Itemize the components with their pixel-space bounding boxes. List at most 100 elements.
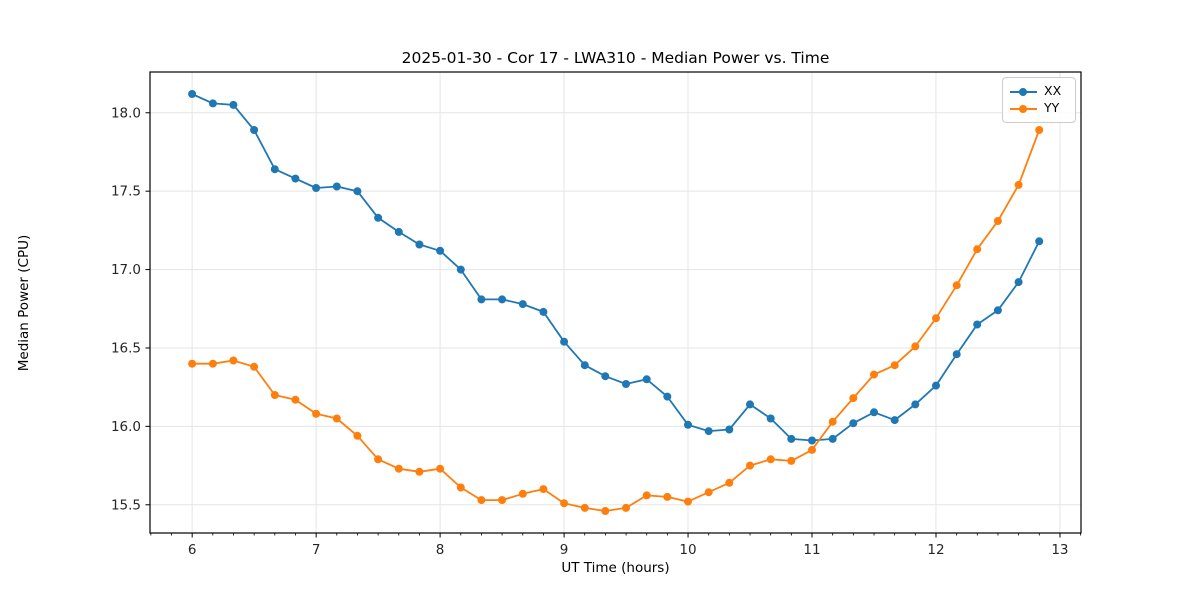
data-point-xx (394, 227, 403, 236)
data-point-yy (601, 507, 610, 515)
data-point-xx (477, 295, 486, 304)
legend: XX YY (1002, 77, 1076, 123)
data-point-xx (332, 182, 341, 191)
data-point-yy (890, 361, 899, 370)
x-tick-label: 6 (188, 542, 197, 558)
y-tick-label: 16.5 (111, 340, 141, 356)
data-point-xx (849, 419, 858, 428)
x-tick-label: 12 (927, 542, 944, 558)
data-point-yy (270, 391, 279, 399)
data-point-yy (229, 356, 238, 365)
data-point-xx (622, 380, 630, 388)
data-point-xx (312, 184, 321, 192)
legend-marker-yy-icon (1010, 103, 1037, 115)
series-line-xx (191, 93, 1041, 442)
data-point-yy (436, 464, 445, 473)
data-point-yy (911, 342, 920, 351)
chart-title: 2025-01-30 - Cor 17 - LWA310 - Median Po… (401, 49, 830, 67)
data-point-xx (870, 408, 878, 417)
data-point-xx (374, 213, 383, 222)
data-point-yy (808, 445, 816, 454)
data-point-xx (787, 434, 796, 443)
data-point-yy (704, 488, 713, 497)
x-tick-label: 9 (560, 542, 569, 558)
data-point-yy (250, 362, 259, 371)
data-point-yy (932, 314, 940, 323)
data-point-xx (436, 246, 445, 255)
data-point-yy (766, 455, 775, 464)
data-point-xx (353, 187, 362, 196)
data-point-xx (229, 100, 238, 109)
data-point-xx (911, 400, 920, 409)
data-point-yy (849, 394, 858, 403)
data-point-yy (746, 461, 754, 470)
data-point-yy (353, 431, 362, 440)
y-axis-label: Median Power (CPU) (16, 234, 32, 372)
data-point-yy (622, 503, 630, 512)
data-point-yy (684, 497, 692, 506)
data-point-yy (518, 489, 527, 498)
x-tick-label: 7 (312, 542, 321, 558)
x-tick-label: 13 (1051, 542, 1068, 558)
data-point-xx (932, 381, 940, 390)
data-point-xx (250, 126, 259, 134)
data-point-xx (993, 306, 1002, 315)
data-point-xx (642, 375, 651, 384)
y-tick-label: 17.0 (111, 262, 141, 278)
legend-item-yy: YY (1010, 100, 1067, 117)
data-point-yy (394, 464, 403, 473)
legend-label-yy: YY (1044, 100, 1060, 116)
data-point-xx (580, 361, 589, 370)
data-point-xx (270, 165, 279, 174)
data-point-xx (1014, 278, 1023, 287)
y-tick-label: 17.5 (111, 184, 141, 200)
data-point-yy (828, 417, 837, 426)
data-point-yy (374, 455, 383, 464)
axes-spines (149, 71, 1082, 534)
data-point-yy (456, 483, 465, 492)
data-point-yy (560, 499, 569, 508)
data-point-xx (188, 90, 197, 98)
data-point-yy (332, 414, 341, 423)
x-tick-label: 10 (679, 542, 696, 558)
data-point-xx (291, 174, 300, 183)
data-point-yy (477, 496, 486, 505)
data-point-yy (870, 370, 878, 379)
data-point-yy (291, 395, 300, 404)
data-point-xx (890, 416, 899, 425)
data-point-yy (787, 456, 796, 465)
data-point-xx (766, 414, 775, 423)
data-point-yy (1014, 180, 1023, 189)
data-point-xx (704, 427, 713, 436)
y-tick-label: 16.0 (111, 419, 141, 435)
legend-marker-xx-icon (1010, 86, 1037, 98)
data-point-xx (601, 372, 610, 381)
data-point-yy (188, 359, 197, 368)
x-axis-label: UT Time (hours) (561, 560, 670, 576)
data-point-xx (539, 307, 548, 316)
data-point-xx (1035, 237, 1044, 246)
data-point-yy (580, 503, 589, 512)
y-tick-label: 18.0 (111, 105, 141, 121)
data-point-yy (312, 409, 321, 418)
legend-label-xx: XX (1044, 83, 1062, 99)
legend-item-xx: XX (1010, 83, 1067, 100)
data-point-yy (498, 496, 507, 505)
data-point-yy (973, 245, 982, 254)
data-point-yy (415, 467, 424, 476)
data-point-xx (456, 265, 465, 274)
y-tick-label: 15.5 (111, 497, 141, 513)
data-point-xx (973, 320, 982, 329)
data-point-yy (539, 485, 548, 494)
data-point-xx (415, 240, 424, 249)
data-point-xx (808, 436, 816, 445)
data-point-xx (498, 295, 507, 304)
data-point-yy (663, 492, 672, 501)
data-point-yy (952, 281, 961, 290)
data-point-xx (684, 420, 692, 429)
data-point-xx (725, 425, 734, 434)
data-point-xx (208, 99, 217, 108)
data-point-yy (208, 359, 217, 368)
